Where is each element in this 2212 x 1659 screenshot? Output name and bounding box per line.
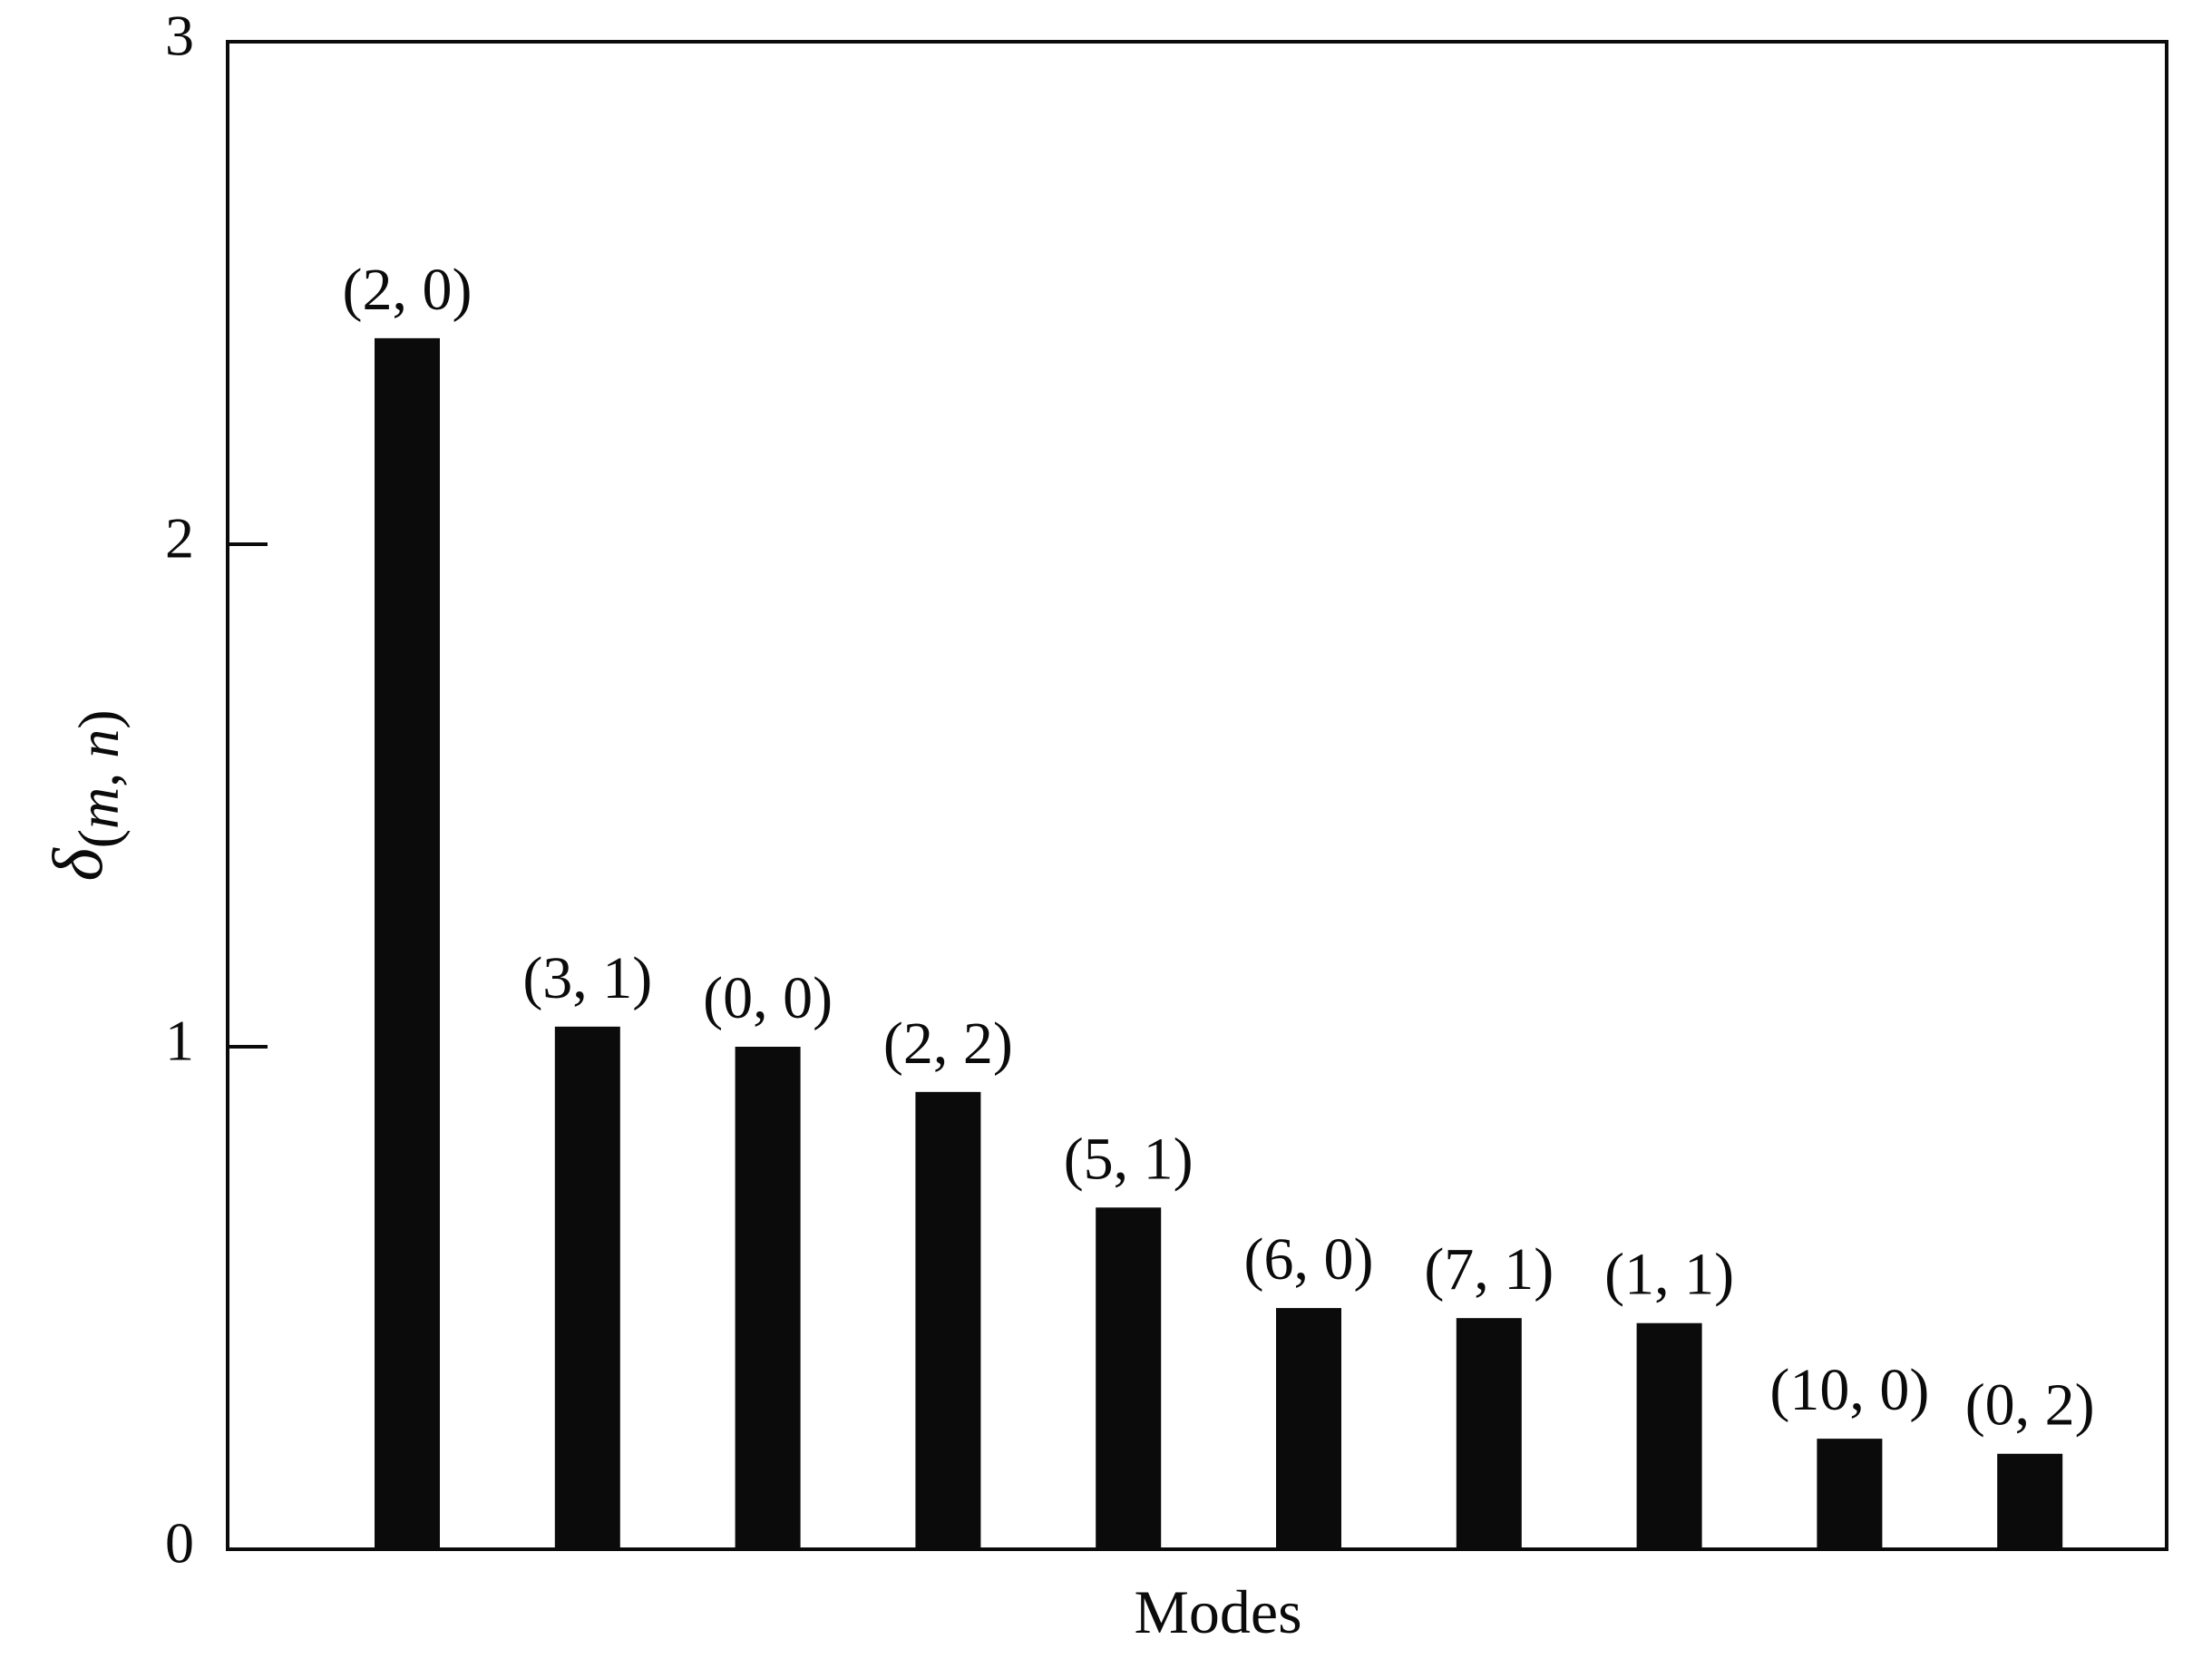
bar-label: (5, 1)	[1064, 1126, 1194, 1192]
y-tick-label: 2	[165, 506, 194, 571]
bar-label: (2, 2)	[883, 1010, 1013, 1077]
y-axis-label-subscript-close: )	[66, 709, 131, 728]
bar-label: (2, 0)	[343, 257, 473, 323]
bar	[1636, 1322, 1702, 1549]
bar	[1817, 1439, 1883, 1549]
y-tick-label: 0	[165, 1511, 194, 1576]
bar	[554, 1026, 620, 1549]
bar-label: (3, 1)	[522, 945, 652, 1011]
y-axis-label: δ(m, n)	[38, 709, 131, 881]
bar	[1997, 1453, 2063, 1549]
bar-labels: (2, 0) (3, 1) (0, 0) (2, 2) (5, 1) (6, 0) (7, …	[343, 257, 2095, 1439]
y-axis-label-subscript-open: (	[66, 829, 131, 848]
bar-label: (7, 1)	[1424, 1236, 1554, 1303]
y-axis-ticks: 0 1 2 3	[165, 4, 268, 1576]
bar	[735, 1047, 801, 1549]
bar	[915, 1091, 981, 1549]
plot-frame	[226, 40, 2168, 1551]
bar	[1456, 1318, 1522, 1549]
bar	[1096, 1207, 1162, 1549]
x-axis-label: Modes	[1134, 1577, 1301, 1646]
y-axis-label-subscript-m: m	[66, 787, 131, 829]
bar	[1276, 1308, 1341, 1549]
bar-label: (10, 0)	[1769, 1357, 1929, 1423]
y-axis-label-subscript-n: n	[66, 729, 131, 758]
y-tick-label: 3	[165, 4, 194, 68]
y-tick-label: 1	[165, 1009, 194, 1073]
y-axis-label-symbol: δ	[38, 847, 117, 882]
bar	[375, 337, 440, 1549]
bar-label: (6, 0)	[1244, 1226, 1374, 1293]
bar-label: (1, 1)	[1604, 1242, 1734, 1308]
y-axis-label-subscript-sep: ,	[66, 758, 131, 787]
bar-label: (0, 2)	[1965, 1372, 2095, 1439]
bar-label: (0, 0)	[703, 965, 833, 1031]
bars	[375, 337, 2063, 1549]
